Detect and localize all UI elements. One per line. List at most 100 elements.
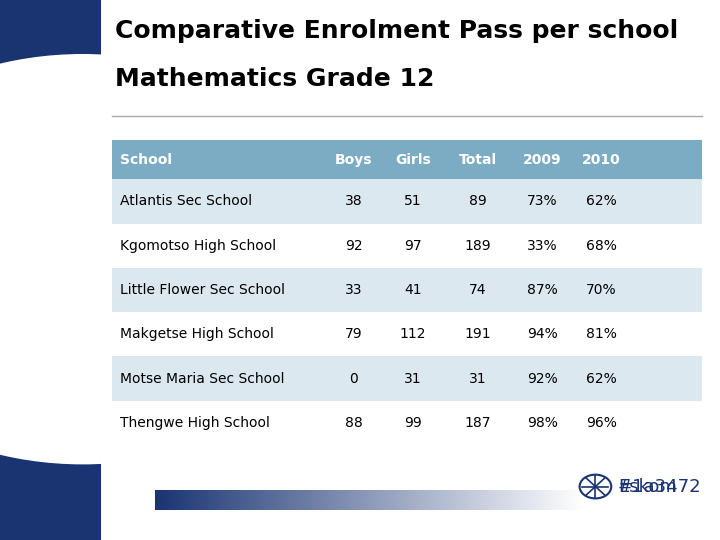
Bar — [286, 490, 287, 510]
Bar — [502, 490, 503, 510]
Bar — [274, 490, 275, 510]
Bar — [217, 490, 219, 510]
Bar — [556, 490, 557, 510]
Bar — [223, 490, 225, 510]
Bar — [361, 490, 362, 510]
Bar — [279, 490, 281, 510]
Bar — [354, 490, 355, 510]
Bar — [466, 490, 467, 510]
Bar — [326, 490, 328, 510]
Bar — [425, 490, 426, 510]
Bar — [278, 490, 279, 510]
Bar — [525, 490, 526, 510]
Bar — [365, 490, 366, 510]
Bar — [508, 490, 509, 510]
Text: 2010: 2010 — [582, 153, 621, 167]
Text: Comparative Enrolment Pass per school: Comparative Enrolment Pass per school — [115, 19, 678, 43]
Bar — [454, 490, 455, 510]
Bar — [493, 490, 495, 510]
Text: 94%: 94% — [527, 327, 558, 341]
Text: 92: 92 — [345, 239, 362, 253]
Bar — [185, 490, 186, 510]
Bar — [261, 490, 262, 510]
Bar — [352, 490, 354, 510]
Bar — [309, 490, 310, 510]
Bar — [284, 490, 286, 510]
Bar — [176, 490, 178, 510]
Bar — [202, 490, 203, 510]
Text: 79: 79 — [345, 327, 362, 341]
Bar — [392, 490, 393, 510]
Bar — [296, 490, 297, 510]
Bar — [299, 490, 300, 510]
Text: Atlantis Sec School: Atlantis Sec School — [120, 194, 253, 208]
Bar — [346, 490, 348, 510]
Bar — [194, 490, 195, 510]
Bar — [112, 356, 702, 401]
Bar — [169, 490, 171, 510]
Text: 51: 51 — [404, 194, 421, 208]
Bar — [438, 490, 439, 510]
Text: #1a3472: #1a3472 — [618, 477, 701, 496]
Bar — [226, 490, 228, 510]
Bar — [539, 490, 540, 510]
Bar — [252, 490, 253, 510]
Bar — [503, 490, 505, 510]
Text: Girls: Girls — [395, 153, 431, 167]
Bar — [522, 490, 523, 510]
Text: 2009: 2009 — [523, 153, 562, 167]
Bar — [441, 490, 442, 510]
Bar — [281, 490, 282, 510]
Bar — [420, 490, 422, 510]
Bar — [569, 490, 570, 510]
Bar — [449, 490, 451, 510]
Bar — [409, 490, 410, 510]
Bar — [528, 490, 529, 510]
Bar — [457, 490, 459, 510]
Bar — [393, 490, 395, 510]
Bar — [536, 490, 538, 510]
Bar — [547, 490, 549, 510]
Bar — [523, 490, 525, 510]
Bar — [200, 490, 202, 510]
Bar — [166, 490, 168, 510]
Bar — [399, 490, 400, 510]
Text: 74: 74 — [469, 283, 487, 297]
Text: 97: 97 — [404, 239, 421, 253]
Bar — [462, 490, 463, 510]
Bar — [174, 490, 175, 510]
Bar — [248, 490, 249, 510]
Bar — [531, 490, 532, 510]
Text: Boys: Boys — [335, 153, 372, 167]
Text: 0: 0 — [349, 372, 358, 386]
Bar — [158, 490, 159, 510]
Bar — [112, 140, 702, 179]
Text: 41: 41 — [404, 283, 421, 297]
Bar — [480, 490, 482, 510]
Bar — [240, 490, 242, 510]
Bar — [410, 490, 412, 510]
Bar — [384, 490, 386, 510]
Bar — [489, 490, 490, 510]
Text: 81%: 81% — [586, 327, 617, 341]
Bar — [513, 490, 515, 510]
Bar — [342, 490, 343, 510]
Bar — [564, 490, 566, 510]
Bar — [557, 490, 559, 510]
Bar — [419, 490, 420, 510]
Text: 87%: 87% — [527, 283, 558, 297]
Text: Mathematics Grade 12: Mathematics Grade 12 — [115, 68, 435, 91]
Bar — [560, 490, 562, 510]
Bar — [370, 490, 372, 510]
Bar — [516, 490, 518, 510]
Bar — [566, 490, 567, 510]
Text: Eskom: Eskom — [618, 477, 677, 496]
Bar — [423, 490, 425, 510]
Bar — [175, 490, 176, 510]
Bar — [532, 490, 534, 510]
Bar — [397, 490, 399, 510]
Bar — [303, 490, 305, 510]
Bar — [477, 490, 479, 510]
Bar — [215, 490, 216, 510]
Bar — [112, 312, 702, 356]
